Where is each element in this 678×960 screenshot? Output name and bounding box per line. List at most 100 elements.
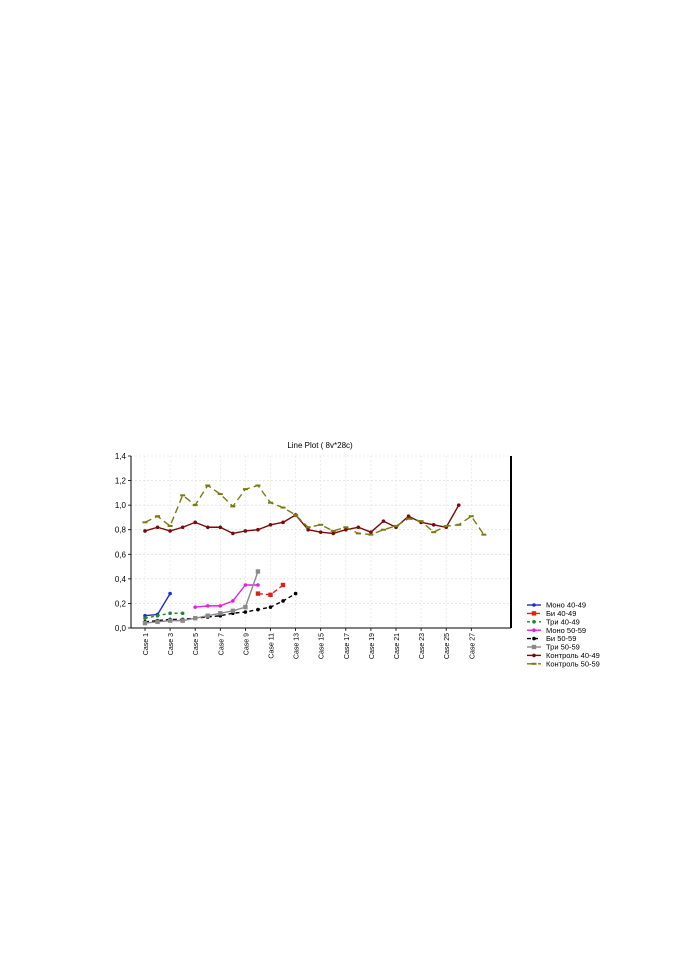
data-point	[406, 517, 412, 520]
tick-labels: 0,0 0,2 0,4 0,6 0,8 1,0 1,2 1,4 Case 1 Case 3 Case…	[115, 452, 476, 659]
data-point	[205, 613, 210, 618]
data-point	[242, 488, 248, 491]
data-point	[344, 527, 348, 532]
legend-item: Три 40-49	[527, 617, 580, 626]
data-point	[180, 618, 185, 623]
x-tick-label: Case 11	[269, 633, 276, 659]
y-tick-label: 0,2	[115, 599, 127, 608]
data-point	[532, 603, 536, 607]
data-point	[180, 525, 185, 530]
data-point	[268, 605, 273, 609]
data-point	[243, 529, 248, 533]
x-tick-label: Case 17	[344, 633, 351, 659]
data-point	[205, 484, 211, 487]
x-tick-label: Case 9	[243, 633, 250, 655]
legend-item: Би 40-49	[527, 609, 576, 618]
data-point	[230, 608, 236, 613]
data-point	[193, 615, 198, 621]
data-point	[369, 530, 373, 534]
legend-item: Моно 40-49	[527, 601, 586, 610]
x-tick-label: Case 3	[168, 633, 175, 655]
data-point	[142, 521, 148, 524]
x-tick-label: Case 23	[419, 633, 426, 659]
y-tick-label: 1,4	[115, 452, 127, 461]
legend-item: Моно 50-59	[527, 626, 586, 635]
legend-label: Моно 50-59	[546, 626, 586, 635]
data-point	[155, 525, 160, 530]
x-tick-label: Case 27	[469, 633, 476, 659]
axes	[128, 455, 512, 631]
legend-item: Три 50-59	[527, 643, 580, 652]
y-tick-label: 0,8	[115, 526, 127, 535]
legend-label: Контроль 50-59	[546, 659, 600, 668]
data-point	[330, 529, 336, 532]
data-point	[155, 613, 160, 618]
data-point	[268, 592, 273, 598]
series-line	[144, 593, 171, 617]
data-point	[406, 514, 411, 518]
data-point	[231, 531, 235, 536]
data-point	[431, 523, 436, 527]
data-point	[532, 620, 536, 624]
series-lines	[142, 484, 487, 626]
data-point	[168, 529, 172, 533]
data-point	[205, 525, 210, 530]
legend-label: Три 50-59	[546, 643, 580, 652]
series-line	[144, 612, 183, 619]
data-point	[256, 527, 260, 532]
data-point	[468, 515, 474, 518]
x-tick-label: Case 13	[294, 633, 301, 659]
data-point	[281, 520, 285, 525]
data-point	[255, 484, 261, 487]
data-point	[143, 616, 147, 620]
y-tick-label: 0,6	[115, 550, 127, 559]
grid	[131, 455, 511, 629]
data-point	[255, 569, 261, 574]
data-point	[180, 494, 186, 497]
data-point	[456, 523, 462, 526]
data-point	[331, 531, 336, 536]
series-1	[255, 582, 286, 598]
data-point	[393, 525, 399, 528]
data-point	[143, 529, 147, 533]
legend-label: Би 50-59	[546, 634, 576, 643]
data-point	[443, 525, 449, 528]
data-point	[155, 515, 161, 518]
legend-item: Контроль 40-49	[527, 651, 600, 660]
data-point	[243, 610, 248, 614]
data-point	[306, 527, 310, 532]
data-point	[218, 525, 223, 530]
data-point	[230, 505, 236, 508]
y-tick-label: 0,4	[115, 575, 127, 584]
data-point	[531, 662, 537, 665]
series-3	[193, 583, 260, 609]
data-point	[481, 533, 487, 536]
data-point	[268, 523, 273, 527]
x-tick-label: Case 15	[319, 633, 326, 659]
legend-label: Моно 40-49	[546, 601, 586, 610]
data-point	[281, 599, 285, 603]
x-tick-label: Case 25	[444, 633, 451, 659]
data-point	[418, 520, 424, 523]
data-point	[180, 611, 185, 616]
data-point	[205, 604, 210, 608]
data-point	[217, 493, 223, 496]
chart-title: Line Plot ( 8v*28c)	[287, 441, 353, 450]
data-point	[356, 525, 361, 530]
data-point	[318, 530, 323, 534]
y-tick-label: 1,2	[115, 477, 127, 486]
x-tick-label: Case 19	[369, 633, 376, 659]
x-tick-label: Case 7	[218, 633, 225, 655]
series-0	[143, 591, 172, 618]
data-point	[343, 526, 349, 529]
series-line	[144, 484, 485, 536]
series-7	[142, 484, 487, 536]
data-point	[256, 583, 260, 587]
data-point	[368, 533, 374, 536]
data-point	[355, 532, 361, 535]
data-point	[231, 599, 235, 603]
data-point	[243, 604, 248, 610]
data-point	[532, 628, 536, 632]
data-point	[268, 501, 273, 504]
